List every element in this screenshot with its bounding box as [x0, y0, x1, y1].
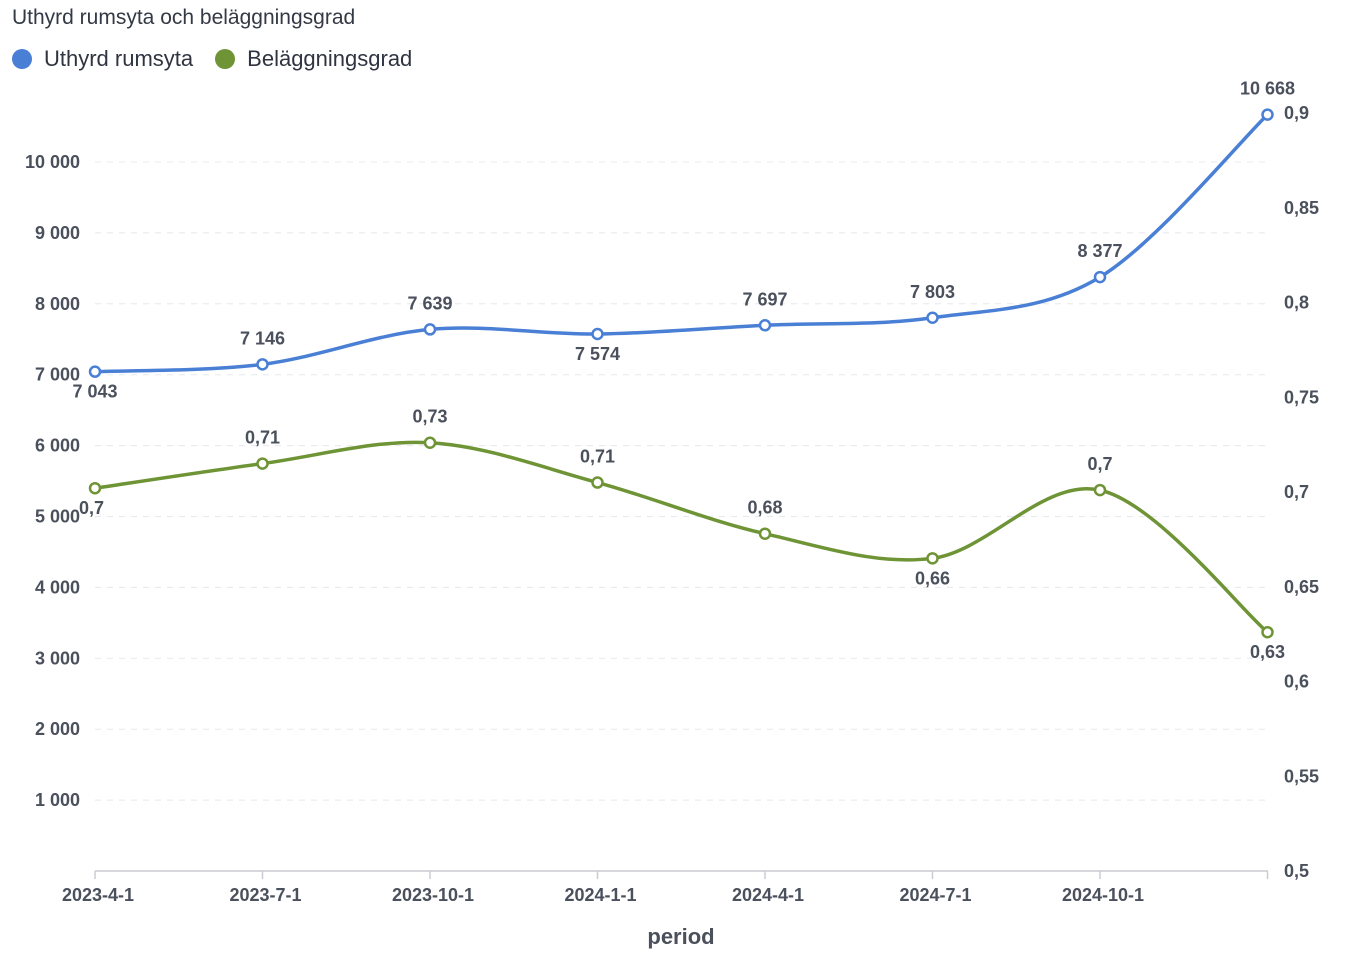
legend-item-belaggningsgrad[interactable]: Beläggningsgrad	[215, 46, 412, 72]
y-left-tick-label: 3 000	[35, 648, 80, 668]
data-label-belaggningsgrad: 0,66	[915, 568, 950, 588]
data-point-belaggningsgrad	[591, 476, 604, 489]
x-tick-label: 2023-4-1	[62, 885, 134, 905]
data-label-belaggningsgrad: 0,7	[79, 498, 104, 518]
data-label-uthyrd-rumsyta: 10 668	[1240, 79, 1295, 99]
data-point-uthyrd-rumsyta	[256, 358, 269, 371]
data-label-belaggningsgrad: 0,71	[580, 447, 615, 467]
y-right-tick-label: 0,6	[1284, 672, 1309, 692]
x-tick-label: 2024-10-1	[1062, 885, 1144, 905]
data-point-belaggningsgrad	[1093, 483, 1107, 497]
y-right-tick-label: 0,5	[1284, 861, 1309, 881]
x-tick-label: 2024-4-1	[732, 885, 804, 905]
data-label-uthyrd-rumsyta: 7 574	[575, 344, 620, 364]
data-point-uthyrd-rumsyta	[1093, 270, 1107, 284]
legend: Uthyrd rumsyta Beläggningsgrad	[12, 46, 412, 72]
legend-label-uthyrd-rumsyta: Uthyrd rumsyta	[44, 46, 194, 71]
legend-item-uthyrd-rumsyta[interactable]: Uthyrd rumsyta	[12, 46, 193, 72]
x-tick-label: 2024-1-1	[564, 885, 636, 905]
legend-label-belaggningsgrad: Beläggningsgrad	[247, 46, 413, 71]
legend-marker-belaggningsgrad	[215, 49, 236, 69]
data-label-uthyrd-rumsyta: 7 043	[72, 382, 117, 402]
y-right-tick-label: 0,85	[1284, 198, 1319, 218]
data-point-belaggningsgrad	[423, 436, 437, 449]
y-left-tick-label: 1 000	[35, 790, 80, 810]
y-left-tick-label: 7 000	[35, 365, 80, 385]
y-right-tick-label: 0,65	[1284, 577, 1319, 597]
y-left-tick-label: 5 000	[35, 507, 80, 527]
data-label-uthyrd-rumsyta: 7 639	[407, 293, 452, 313]
data-point-uthyrd-rumsyta	[591, 327, 604, 341]
chart-title: Uthyrd rumsyta och beläggningsgrad	[12, 6, 356, 29]
data-label-belaggningsgrad: 0,7	[1087, 454, 1112, 474]
data-label-belaggningsgrad: 0,68	[747, 498, 782, 518]
data-label-uthyrd-rumsyta: 7 803	[910, 282, 955, 302]
data-label-uthyrd-rumsyta: 8 377	[1077, 241, 1122, 261]
y-left-tick-label: 8 000	[35, 294, 80, 314]
y-left-tick-label: 2 000	[35, 719, 80, 739]
y-right-tick-label: 0,75	[1284, 387, 1319, 407]
x-tick-label: 2023-10-1	[392, 885, 474, 905]
data-point-belaggningsgrad	[256, 457, 269, 470]
data-label-uthyrd-rumsyta: 7 697	[742, 289, 787, 309]
legend-marker-uthyrd-rumsyta	[12, 49, 32, 69]
data-point-belaggningsgrad	[1261, 625, 1274, 639]
data-label-belaggningsgrad: 0,63	[1250, 642, 1285, 662]
y-right-tick-label: 0,9	[1284, 103, 1309, 123]
x-tick-label: 2024-7-1	[899, 885, 971, 905]
x-axis-title: period	[647, 924, 714, 949]
data-point-belaggningsgrad	[758, 527, 772, 540]
y-left-tick-label: 4 000	[35, 577, 80, 597]
y-left-tick-label: 6 000	[35, 436, 80, 456]
data-point-uthyrd-rumsyta	[926, 311, 939, 325]
y-right-tick-label: 0,55	[1284, 766, 1319, 786]
data-point-uthyrd-rumsyta	[758, 319, 772, 332]
x-tick-label: 2023-7-1	[229, 885, 301, 905]
data-point-uthyrd-rumsyta	[1261, 108, 1274, 121]
data-label-uthyrd-rumsyta: 7 146	[240, 328, 285, 348]
data-label-belaggningsgrad: 0,73	[412, 407, 447, 427]
data-point-uthyrd-rumsyta	[423, 323, 437, 336]
y-right-tick-label: 0,7	[1284, 482, 1309, 502]
data-label-belaggningsgrad: 0,71	[245, 428, 280, 448]
y-right-tick-label: 0,8	[1284, 293, 1309, 313]
data-point-belaggningsgrad	[926, 552, 939, 565]
data-point-belaggningsgrad	[88, 481, 102, 495]
y-left-tick-label: 9 000	[35, 223, 80, 243]
y-left-tick-label: 10 000	[25, 152, 80, 172]
data-point-uthyrd-rumsyta	[88, 365, 102, 378]
